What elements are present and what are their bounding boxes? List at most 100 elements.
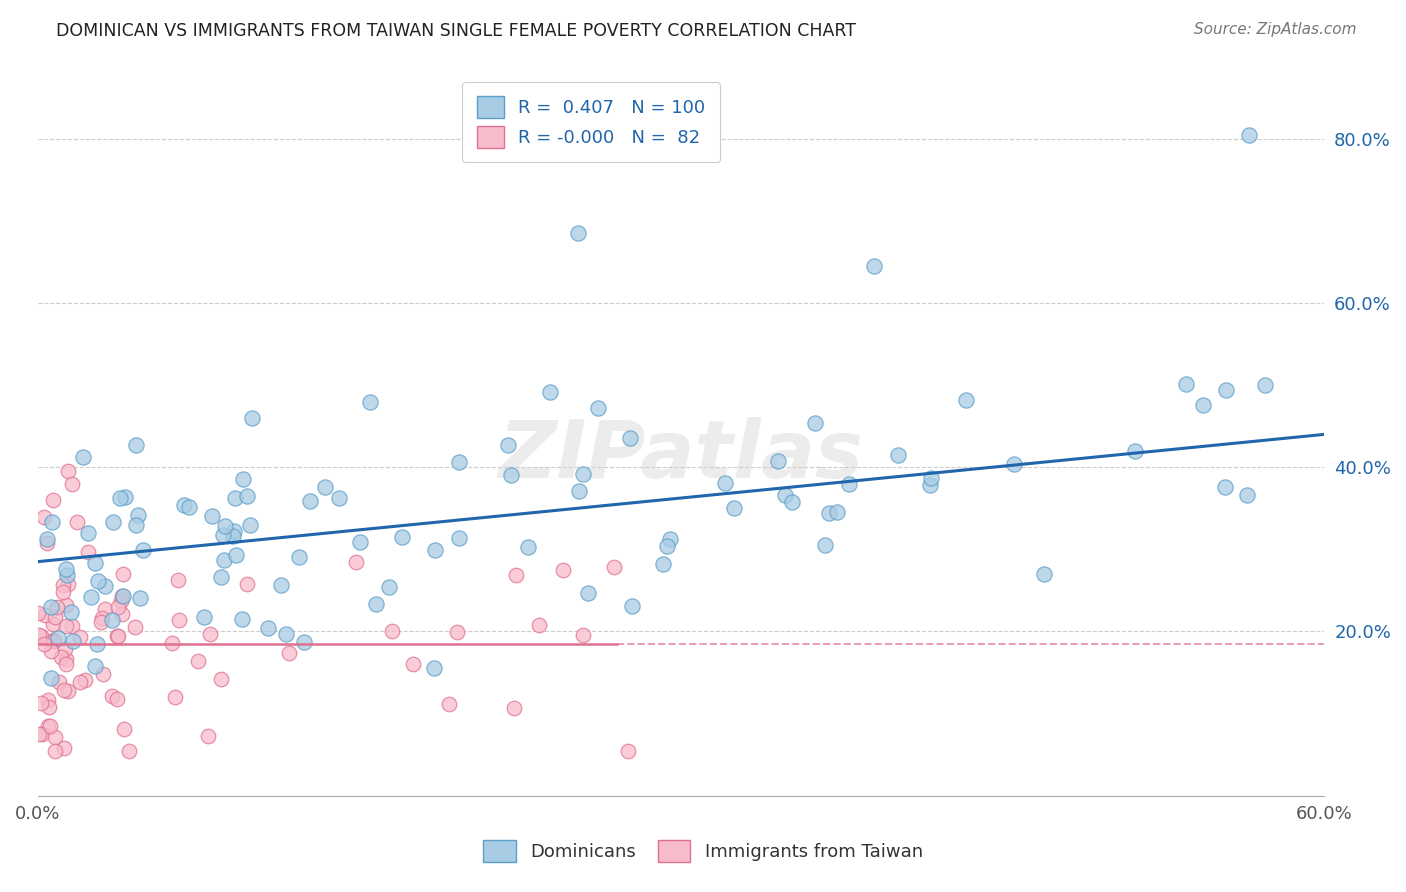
Point <box>505 567 527 582</box>
Point <box>62 634 84 648</box>
Point <box>39 672 62 686</box>
Point <box>256 621 278 635</box>
Point <box>292 635 315 649</box>
Point <box>66 516 89 530</box>
Point <box>60 606 83 620</box>
Point <box>298 493 321 508</box>
Point <box>167 574 190 588</box>
Point <box>52 578 75 592</box>
Point <box>58 683 80 698</box>
Point <box>349 535 371 549</box>
Point <box>127 508 149 523</box>
Point <box>111 607 134 621</box>
Point <box>56 568 79 582</box>
Point <box>920 477 942 491</box>
Point <box>69 674 91 689</box>
Point <box>111 589 134 603</box>
Point <box>502 701 524 715</box>
Point <box>60 619 83 633</box>
Point <box>28 628 51 642</box>
Point <box>75 673 97 687</box>
Point <box>53 641 76 656</box>
Point <box>52 584 75 599</box>
Point <box>107 629 129 643</box>
Point <box>714 476 737 491</box>
Point <box>1002 457 1025 471</box>
Point <box>100 613 122 627</box>
Point <box>1215 383 1237 397</box>
Point <box>38 719 60 733</box>
Point <box>232 471 254 485</box>
Point <box>41 600 63 615</box>
Point <box>1032 567 1054 582</box>
Point <box>32 509 55 524</box>
Legend: R =  0.407   N = 100, R = -0.000   N =  82: R = 0.407 N = 100, R = -0.000 N = 82 <box>463 82 720 162</box>
Point <box>274 627 297 641</box>
Point <box>107 600 129 615</box>
Point <box>863 259 886 273</box>
Point <box>34 608 56 623</box>
Point <box>603 560 626 574</box>
Point <box>652 558 675 572</box>
Point <box>658 532 681 546</box>
Point <box>39 644 62 658</box>
Point <box>56 577 79 591</box>
Point <box>538 385 561 400</box>
Point <box>201 508 224 523</box>
Point <box>619 431 641 445</box>
Point <box>110 594 132 608</box>
Point <box>177 500 200 515</box>
Point <box>235 576 257 591</box>
Point <box>346 555 368 569</box>
Point <box>114 490 136 504</box>
Point <box>814 538 837 552</box>
Point <box>55 598 77 612</box>
Point <box>83 659 105 673</box>
Point <box>94 602 117 616</box>
Point <box>44 610 66 624</box>
Point <box>803 416 825 430</box>
Point <box>90 611 112 625</box>
Point <box>77 526 100 541</box>
Point <box>576 586 599 600</box>
Point <box>1239 128 1261 142</box>
Point <box>780 495 803 509</box>
Point <box>314 480 336 494</box>
Point <box>111 590 134 604</box>
Point <box>766 454 789 468</box>
Point <box>118 743 141 757</box>
Legend: Dominicans, Immigrants from Taiwan: Dominicans, Immigrants from Taiwan <box>477 833 929 870</box>
Point <box>131 543 153 558</box>
Point <box>1236 488 1258 502</box>
Point <box>128 591 150 605</box>
Point <box>209 569 232 583</box>
Point <box>529 617 551 632</box>
Point <box>920 471 942 485</box>
Point <box>572 467 595 481</box>
Point <box>1253 378 1275 392</box>
Point <box>378 580 401 594</box>
Point <box>446 624 468 639</box>
Point <box>1125 443 1147 458</box>
Point <box>80 591 103 605</box>
Point <box>72 450 94 465</box>
Point <box>391 530 413 544</box>
Point <box>214 519 236 533</box>
Point <box>69 630 91 644</box>
Point <box>37 719 59 733</box>
Point <box>83 557 105 571</box>
Point <box>236 489 259 503</box>
Point <box>231 612 253 626</box>
Point <box>621 599 644 613</box>
Point <box>423 542 446 557</box>
Point <box>568 483 591 498</box>
Point <box>551 563 574 577</box>
Point <box>198 627 221 641</box>
Point <box>517 540 540 554</box>
Point <box>42 632 65 647</box>
Point <box>55 652 77 666</box>
Point <box>224 491 246 506</box>
Point <box>112 566 135 581</box>
Point <box>187 654 209 668</box>
Point <box>125 438 148 452</box>
